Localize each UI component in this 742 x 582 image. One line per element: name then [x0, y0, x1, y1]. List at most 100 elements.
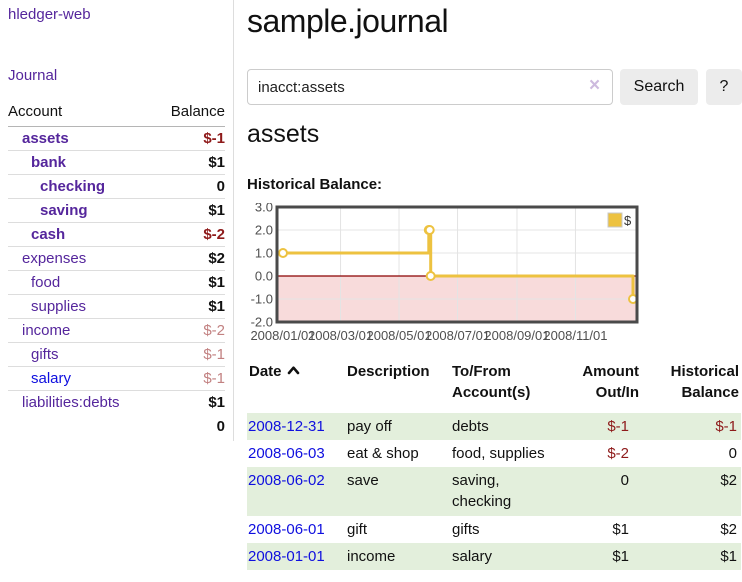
- app-brand: hledger-web: [8, 6, 225, 23]
- account-balance: $-1: [154, 366, 225, 391]
- account-name-cell: saving: [8, 198, 155, 223]
- register-row: 2008-06-03 eat & shop food, supplies $-2 0: [247, 440, 741, 467]
- register-amount-cell: $-2: [556, 440, 641, 467]
- page-title: sample.journal: [247, 3, 449, 39]
- register-amount-cell: $1: [556, 543, 641, 570]
- account-link[interactable]: salary: [31, 370, 72, 387]
- register-accounts-cell: gifts: [452, 520, 480, 538]
- account-link[interactable]: cash: [31, 226, 66, 243]
- account-link[interactable]: food: [31, 274, 61, 291]
- sidebar-account-row: assets $-1: [8, 127, 225, 151]
- register-header-date[interactable]: Date: [247, 358, 345, 413]
- account-link[interactable]: expenses: [22, 250, 87, 267]
- sidebar-account-row: cash $-2: [8, 222, 225, 247]
- account-name-cell: bank: [8, 150, 155, 175]
- chart-x-tick-label: 2008/05/01: [366, 328, 431, 343]
- account-balance: $1: [154, 198, 225, 223]
- sidebar-account-row: gifts $-1: [8, 342, 225, 367]
- journal-link[interactable]: Journal: [8, 67, 58, 84]
- register-date-cell: 2008-01-01: [247, 543, 345, 570]
- account-balance: $-1: [154, 342, 225, 367]
- search-button[interactable]: Search: [620, 69, 698, 105]
- sidebar-account-row: income $-2: [8, 318, 225, 343]
- chart-x-tick-label: 2008/01/01: [250, 328, 315, 343]
- transaction-date-link[interactable]: 2008-01-01: [248, 548, 325, 566]
- register-date-cell: 2008-12-31: [247, 413, 345, 440]
- register-row: 2008-06-01 gift gifts $1 $2: [247, 516, 741, 543]
- sidebar-account-row: saving $1: [8, 198, 225, 223]
- accounts-total-value: 0: [216, 418, 225, 435]
- register-balance-cell: $1: [641, 543, 741, 570]
- account-balance: 0: [154, 174, 225, 199]
- account-link[interactable]: income: [22, 322, 71, 339]
- register-accounts-cell: food, supplies: [452, 444, 545, 462]
- chart-y-tick-label: 0.0: [255, 269, 273, 284]
- sidebar-account-row: liabilities:debts $1: [8, 390, 225, 414]
- balance-value: $2: [720, 520, 737, 538]
- chart-x-tick-label: 2008/11/01: [543, 328, 607, 343]
- search-input[interactable]: [247, 69, 613, 105]
- account-name-cell: expenses: [8, 246, 155, 271]
- chart-y-tick-label: 3.0: [255, 203, 273, 215]
- account-name-cell: supplies: [8, 294, 155, 319]
- account-name-cell: salary: [8, 366, 155, 391]
- transaction-date-link[interactable]: 2008-12-31: [248, 417, 325, 435]
- accounts-header-account: Account: [8, 99, 155, 127]
- transaction-date-link[interactable]: 2008-06-01: [248, 520, 325, 538]
- register-accounts-cell: salary: [452, 548, 493, 566]
- register-description-cell: save: [347, 472, 379, 490]
- register-header-amount: Amount Out/In: [582, 363, 639, 402]
- account-name-cell: assets: [8, 127, 154, 151]
- account-link[interactable]: checking: [40, 178, 106, 195]
- account-name-cell: income: [8, 318, 155, 343]
- brand-link[interactable]: hledger-web: [8, 6, 91, 23]
- chart-svg: 3.0 2.0 1.0 0.0 -1.0 -2.02008/01/012008/03/01…: [250, 200, 639, 343]
- clear-search-icon[interactable]: ×: [589, 75, 601, 96]
- account-heading: assets: [247, 120, 320, 148]
- chart-point: [424, 225, 435, 235]
- account-name-cell: checking: [8, 174, 155, 199]
- register-balance-cell: 0: [641, 440, 741, 467]
- register-description-cell: eat & shop: [347, 444, 419, 462]
- register-description-cell: income: [347, 548, 396, 566]
- total-spacer: [8, 414, 154, 439]
- accounts-header-row: Account Balance: [8, 99, 225, 127]
- historical-balance-chart: 3.0 2.0 1.0 0.0 -1.0 -2.0 2008/01/01 2008/03/01…: [247, 200, 642, 348]
- help-button[interactable]: ?: [706, 69, 742, 105]
- account-link[interactable]: supplies: [31, 298, 87, 315]
- chart-y-tick-label: -1.0: [251, 292, 273, 307]
- sidebar-account-row: expenses $2: [8, 246, 225, 271]
- amount-value: $1: [612, 548, 629, 566]
- chart-point: [425, 271, 436, 281]
- account-balance: $2: [154, 246, 225, 271]
- register-accounts-cell: debts: [452, 417, 489, 435]
- register-row: 2008-12-31 pay off debts $-1 $-1: [247, 412, 741, 440]
- transaction-date-link[interactable]: 2008-06-03: [248, 444, 325, 462]
- sidebar-account-row: food $1: [8, 270, 225, 295]
- account-name-cell: gifts: [8, 342, 155, 367]
- account-link[interactable]: liabilities:debts: [22, 394, 120, 411]
- sidebar: hledger-web Journal Account Balance asse…: [0, 0, 234, 441]
- sidebar-account-row: bank $1: [8, 150, 225, 175]
- register-header-description: Description: [347, 363, 430, 380]
- register-balance-cell: $2: [641, 467, 741, 516]
- chart-legend-label: $: [624, 213, 632, 228]
- account-link[interactable]: bank: [31, 154, 67, 171]
- register-row: 2008-06-02 save saving, checking 0 $2: [247, 467, 741, 516]
- main-content: sample.journal × Search ? assets Histori…: [247, 0, 742, 582]
- register-amount-cell: 0: [556, 467, 641, 516]
- register-amount-cell: $-1: [556, 413, 641, 440]
- register-header-row: Date Description To/From Account(s) Amou…: [247, 358, 741, 413]
- amount-value: 0: [620, 472, 629, 490]
- transaction-date-link[interactable]: 2008-06-02: [248, 472, 325, 490]
- account-link[interactable]: gifts: [31, 346, 59, 363]
- chart-border: [275, 205, 639, 324]
- account-balance: $-2: [154, 318, 225, 343]
- chart-point: [278, 248, 288, 258]
- account-link[interactable]: assets: [22, 130, 69, 147]
- register-row: 2008-01-01 income salary $1 $1: [247, 543, 741, 571]
- account-link[interactable]: saving: [40, 202, 88, 219]
- accounts-body: assets $-1 bank $1 checking 0 saving $1 cash $-2 e…: [8, 127, 225, 414]
- register-date-cell: 2008-06-01: [247, 516, 345, 543]
- amount-value: $1: [612, 520, 629, 538]
